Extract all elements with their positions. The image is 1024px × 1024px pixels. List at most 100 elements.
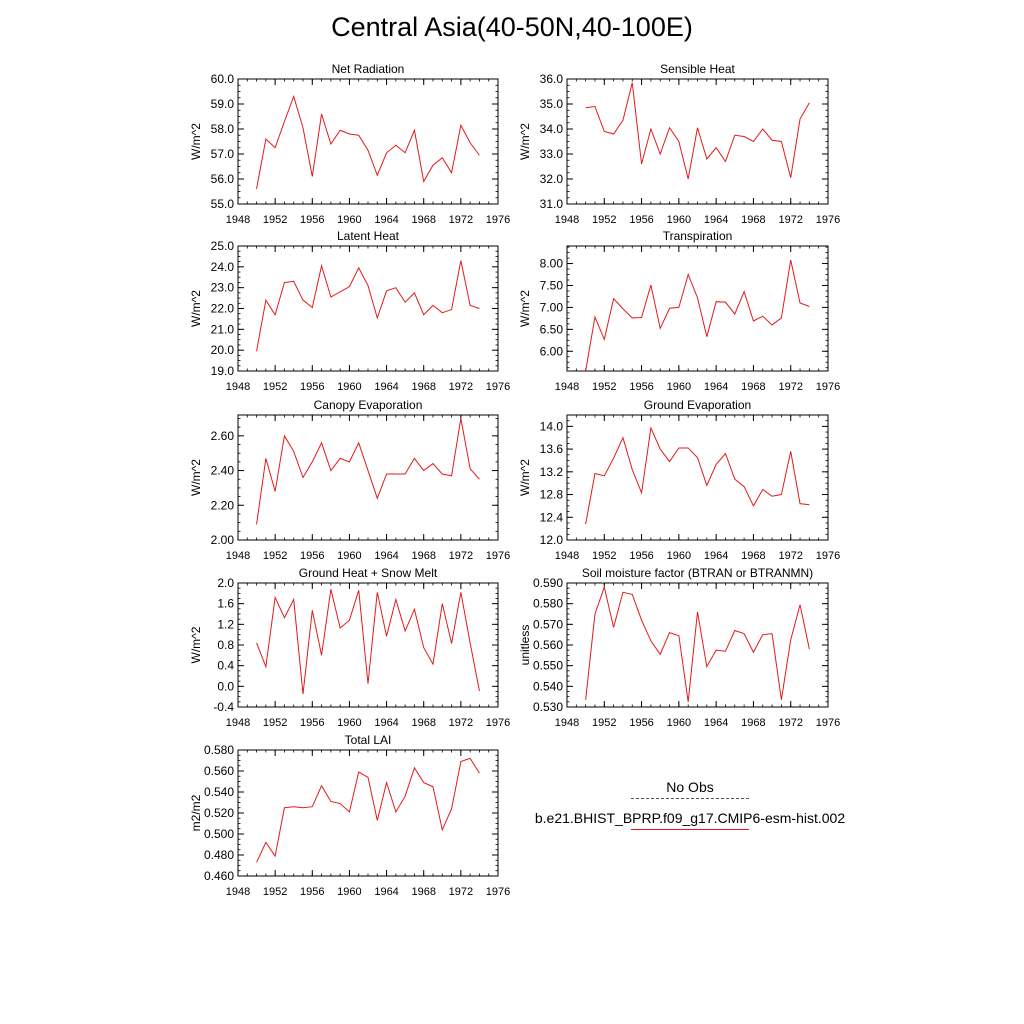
plot-frame <box>566 78 829 205</box>
x-tick-label: 1972 <box>778 214 802 226</box>
chart-title: Latent Heat <box>337 229 400 243</box>
x-tick-label: 1976 <box>486 886 510 898</box>
chart-panel: 1948 1952 1956 1960 1964 1968 1972 1976 0.460 0.4… <box>189 733 510 898</box>
chart-panel: 1948 1952 1956 1960 1964 1968 1972 1976 2.00 2.20… <box>189 398 510 562</box>
x-tick-label: 1952 <box>592 214 616 226</box>
x-tick-label: 1976 <box>486 717 510 729</box>
y-tick-label: 12.4 <box>540 510 564 524</box>
legend-model-label: b.e21.BHIST_BPRP.f09_g17.CMIP6-esm-hist.… <box>534 810 846 826</box>
y-tick-label: 31.0 <box>540 197 564 211</box>
x-tick-label: 1956 <box>300 717 324 729</box>
x-tick-label: 1964 <box>704 214 728 226</box>
y-axis-label: unitless <box>518 625 532 666</box>
x-tick-label: 1968 <box>411 717 435 729</box>
chart-panel: 1948 1952 1956 1960 1964 1968 1972 1976 55.0 56.0… <box>189 62 510 226</box>
y-tick-label: 2.00 <box>211 533 235 547</box>
x-tick-label: 1968 <box>411 381 435 393</box>
x-tick-label: 1972 <box>449 550 473 562</box>
x-tick-label: 1956 <box>629 381 653 393</box>
x-tick-label: 1956 <box>300 886 324 898</box>
x-tick-label: 1964 <box>374 550 398 562</box>
y-tick-label: 2.40 <box>211 464 235 478</box>
chart-panel: 1948 1952 1956 1960 1964 1968 1972 1976 0.530 0.5… <box>518 566 840 729</box>
series-line <box>585 426 810 525</box>
x-tick-label: 1972 <box>449 214 473 226</box>
x-tick-label: 1948 <box>226 886 250 898</box>
x-tick-label: 1956 <box>300 550 324 562</box>
x-tick-label: 1976 <box>816 550 840 562</box>
legend-obs-label: No Obs <box>666 779 714 795</box>
x-tick-label: 1968 <box>741 214 765 226</box>
x-tick-label: 1968 <box>411 214 435 226</box>
y-tick-label: 0.0 <box>217 679 234 693</box>
chart-title: Canopy Evaporation <box>314 398 423 412</box>
page-title: Central Asia(40-50N,40-100E) <box>331 12 693 42</box>
y-tick-label: 7.50 <box>540 278 564 292</box>
x-tick-label: 1968 <box>741 381 765 393</box>
chart-panel: 1948 1952 1956 1960 1964 1968 1972 1976 12.0 12.4… <box>518 398 840 562</box>
y-tick-label: 6.50 <box>540 322 564 336</box>
x-tick-label: 1948 <box>226 381 250 393</box>
y-tick-label: 1.2 <box>217 617 234 631</box>
x-tick-label: 1952 <box>592 550 616 562</box>
chart-title: Ground Evaporation <box>644 398 751 412</box>
y-tick-label: 2.60 <box>211 429 235 443</box>
series-line <box>256 260 480 352</box>
series-line <box>585 82 810 180</box>
x-tick-label: 1948 <box>555 214 579 226</box>
x-tick-label: 1960 <box>667 214 691 226</box>
x-tick-label: 1964 <box>374 886 398 898</box>
y-tick-label: 58.0 <box>211 122 235 136</box>
y-axis-label: W/m^2 <box>189 626 203 663</box>
y-tick-label: 0.530 <box>533 700 563 714</box>
chart-title: Net Radiation <box>332 62 405 76</box>
x-tick-label: 1948 <box>555 717 579 729</box>
x-tick-label: 1964 <box>374 381 398 393</box>
x-tick-label: 1964 <box>704 550 728 562</box>
y-axis-label: W/m^2 <box>189 123 203 160</box>
chart-panel: 1948 1952 1956 1960 1964 1968 1972 1976 6.00 6.50… <box>518 229 840 393</box>
x-tick-label: 1964 <box>704 381 728 393</box>
chart-title: Total LAI <box>345 733 392 747</box>
y-tick-label: 24.0 <box>211 260 235 274</box>
x-tick-label: 1960 <box>337 214 361 226</box>
x-tick-label: 1960 <box>337 381 361 393</box>
x-tick-label: 1960 <box>667 717 691 729</box>
x-tick-label: 1948 <box>555 381 579 393</box>
y-tick-label: 6.00 <box>540 344 564 358</box>
x-tick-label: 1956 <box>300 381 324 393</box>
y-tick-label: 7.00 <box>540 300 564 314</box>
x-tick-label: 1960 <box>667 550 691 562</box>
x-tick-label: 1956 <box>629 214 653 226</box>
legend-obs-line <box>631 798 749 799</box>
y-tick-label: 25.0 <box>211 239 235 253</box>
x-tick-label: 1956 <box>629 550 653 562</box>
x-tick-label: 1948 <box>226 550 250 562</box>
y-tick-label: 32.0 <box>540 172 564 186</box>
y-tick-label: 0.520 <box>204 806 234 820</box>
y-tick-label: 0.580 <box>533 597 563 611</box>
y-tick-label: 19.0 <box>211 364 235 378</box>
y-tick-label: 0.570 <box>533 617 563 631</box>
chart-panel: 1948 1952 1956 1960 1964 1968 1972 1976 19.0 20.0… <box>189 229 510 393</box>
y-tick-label: 14.0 <box>540 419 564 433</box>
x-tick-label: 1976 <box>816 214 840 226</box>
x-tick-label: 1968 <box>741 550 765 562</box>
chart-panel: 1948 1952 1956 1960 1964 1968 1972 1976 31.0 32.0… <box>518 62 840 226</box>
x-tick-label: 1976 <box>486 550 510 562</box>
x-tick-label: 1964 <box>374 717 398 729</box>
x-tick-label: 1956 <box>629 717 653 729</box>
y-tick-label: 59.0 <box>211 97 235 111</box>
x-tick-label: 1964 <box>374 214 398 226</box>
y-tick-label: 8.00 <box>540 257 564 271</box>
x-tick-label: 1968 <box>741 717 765 729</box>
y-tick-label: 13.6 <box>540 442 564 456</box>
y-tick-label: 0.550 <box>533 659 563 673</box>
y-tick-label: 0.540 <box>204 785 234 799</box>
y-tick-label: 57.0 <box>211 147 235 161</box>
x-tick-label: 1952 <box>263 381 287 393</box>
y-tick-label: 36.0 <box>540 72 564 86</box>
series-line <box>256 418 480 525</box>
series-line <box>585 585 810 702</box>
